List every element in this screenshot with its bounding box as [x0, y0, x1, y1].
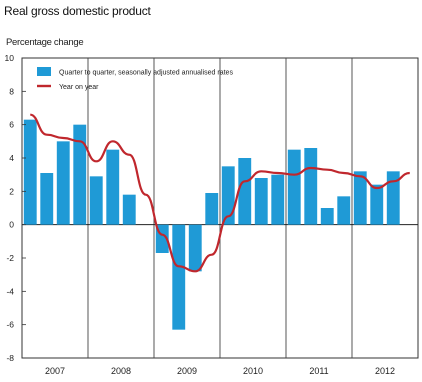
bar [205, 193, 219, 225]
series-line-year-on-year [29, 113, 410, 273]
y-tick-label: 6 [9, 120, 14, 130]
legend-label-line: Year on year [59, 84, 99, 91]
bar [238, 158, 252, 225]
bar [337, 196, 351, 225]
bar [386, 171, 400, 225]
bar [56, 141, 70, 225]
bar [221, 166, 235, 225]
bar [89, 176, 103, 225]
bar [271, 174, 285, 225]
y-tick-label: -6 [6, 320, 14, 330]
bar [304, 148, 318, 225]
bar [122, 194, 136, 225]
legend-label-bars: Quarter to quarter, seasonally adjusted … [59, 70, 233, 77]
bar [23, 119, 37, 225]
x-tick-label: 2010 [243, 366, 263, 376]
y-tick-label: -2 [6, 253, 14, 263]
bar [287, 149, 301, 225]
x-tick-label: 2012 [375, 366, 395, 376]
x-tick-label: 2009 [177, 366, 197, 376]
bar [73, 124, 87, 225]
bar [172, 224, 186, 330]
x-tick-label: 2011 [309, 366, 328, 376]
y-tick-label: 10 [5, 53, 15, 63]
bar [254, 178, 268, 225]
x-tick-label: 2007 [45, 366, 65, 376]
x-tick-label: 2008 [111, 366, 131, 376]
y-tick-label: 0 [9, 220, 14, 230]
y-tick-label: 2 [9, 186, 14, 196]
y-tick-label: -8 [6, 353, 14, 363]
legend-swatch-bars [37, 67, 51, 76]
y-tick-label: 8 [9, 86, 14, 96]
bar [370, 184, 384, 225]
y-axis-label: Percentage change [6, 37, 84, 48]
bar [106, 149, 120, 225]
chart-title: Real gross domestic product [4, 4, 151, 18]
y-tick-label: -4 [6, 286, 14, 296]
bar [320, 208, 334, 225]
bar [40, 173, 54, 225]
bar [188, 224, 202, 272]
bar [353, 171, 367, 225]
y-tick-label: 4 [9, 153, 14, 163]
